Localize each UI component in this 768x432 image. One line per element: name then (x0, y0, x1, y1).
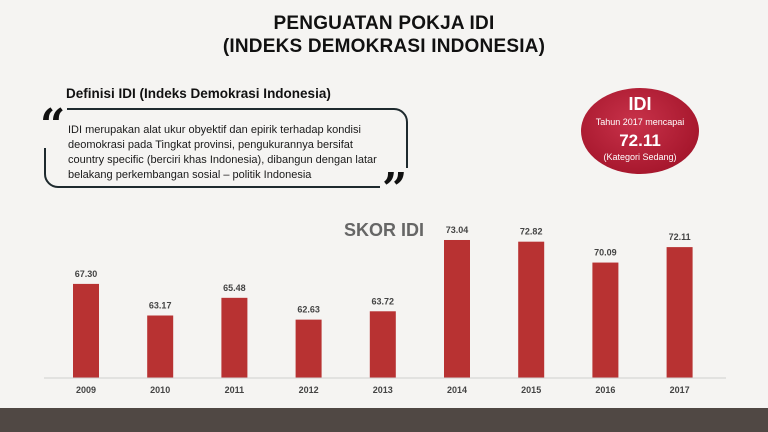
x-tick-2014: 2014 (447, 385, 467, 395)
x-tick-2010: 2010 (150, 385, 170, 395)
data-label-2015: 72.82 (520, 227, 543, 237)
data-label-2017: 72.11 (669, 232, 691, 242)
page-subtitle: (INDEKS DEMOKRASI INDONESIA) (222, 36, 546, 57)
highlight-label: IDI (628, 94, 652, 114)
x-tick-2012: 2012 (299, 385, 319, 395)
x-tick-2009: 2009 (76, 385, 96, 395)
highlight-category: (Kategori Sedang) (603, 152, 677, 162)
page-title: PENGUATAN POKJA IDI (273, 13, 495, 34)
data-label-2009: 67.30 (75, 269, 98, 279)
bar-2015 (518, 241, 545, 378)
highlight-subtitle: Tahun 2017 mencapai (595, 117, 685, 127)
bar-2012 (295, 319, 322, 378)
highlight-value: 72.11 (619, 131, 661, 150)
definition-box (44, 108, 408, 188)
bar-2014 (444, 239, 470, 378)
x-tick-2011: 2011 (225, 385, 245, 395)
bar-2011 (221, 297, 248, 378)
chart-title: SKOR IDI (343, 220, 424, 240)
definition-text: IDI merupakan alat ukur obyektif dan epi… (68, 124, 377, 181)
open-quote-icon: “ (38, 100, 68, 151)
x-tick-2017: 2017 (670, 385, 690, 395)
data-label-2013: 63.72 (372, 296, 395, 306)
x-tick-2013: 2013 (373, 385, 393, 395)
data-label-2010: 63.17 (149, 300, 172, 310)
data-label-2016: 70.09 (594, 248, 617, 258)
close-quote-icon: ” (380, 164, 410, 215)
bar-2009 (73, 283, 99, 378)
data-label-2011: 65.48 (223, 283, 246, 293)
idi-highlight-badge: IDI Tahun 2017 mencapai 72.11 (Kategori … (581, 88, 699, 174)
bar-2013 (369, 311, 396, 378)
bar-2016 (592, 262, 619, 378)
footer-bar (0, 408, 768, 432)
data-label-2014: 73.04 (446, 225, 469, 235)
bar-2017 (666, 247, 693, 378)
definition-heading: Definisi IDI (Indeks Demokrasi Indonesia… (66, 86, 331, 101)
x-tick-2016: 2016 (595, 385, 615, 395)
bar-2010 (147, 315, 174, 378)
data-label-2012: 62.63 (297, 305, 320, 315)
x-tick-2015: 2015 (521, 385, 541, 395)
